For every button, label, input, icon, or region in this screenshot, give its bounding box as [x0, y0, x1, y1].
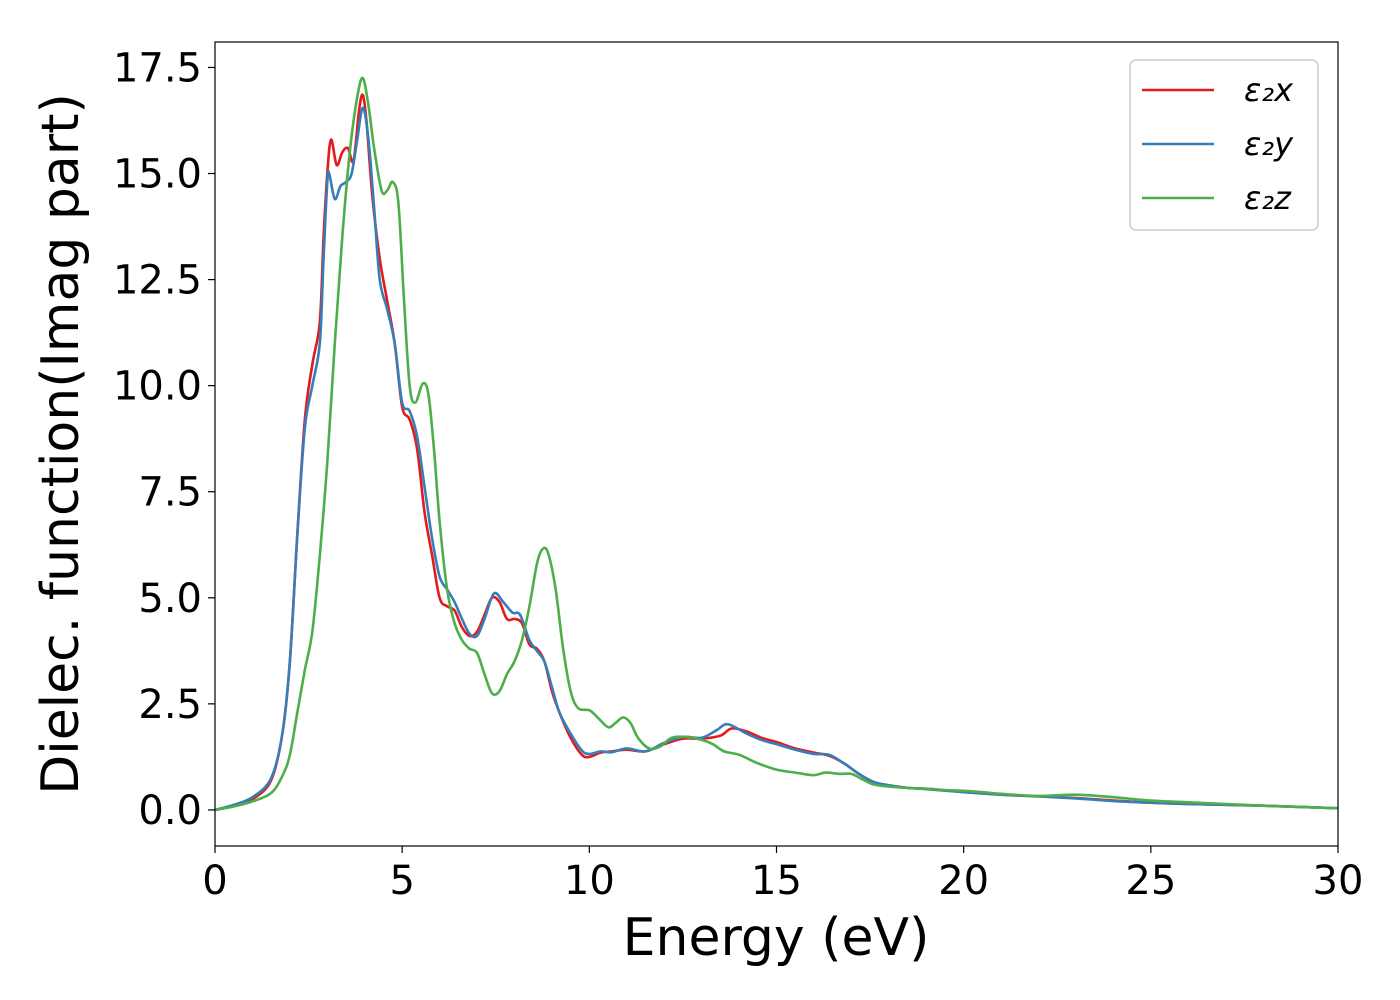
y-tick-label: 0.0 [138, 788, 202, 834]
x-tick-label: 15 [751, 858, 802, 904]
legend-label: ε₂y [1244, 125, 1294, 163]
x-axis: 0 5 10 15 20 25 30 [202, 846, 1363, 904]
x-tick-label: 25 [1125, 858, 1176, 904]
y-axis-title: Dielec. function(Imag part) [31, 93, 91, 795]
x-tick-label: 5 [389, 858, 414, 904]
legend-box [1129, 59, 1319, 231]
y-tick-label: 10.0 [113, 364, 202, 410]
legend-label: ε₂z [1244, 179, 1292, 217]
y-tick-label: 17.5 [113, 45, 202, 91]
y-tick-label: 2.5 [138, 682, 202, 728]
series-line-e2y [215, 106, 1338, 812]
series-line-e2z [215, 76, 1338, 812]
y-tick-label: 7.5 [138, 470, 202, 516]
x-tick-label: 20 [938, 858, 989, 904]
legend-label: ε₂x [1244, 71, 1294, 109]
y-tick-label: 12.5 [113, 258, 202, 304]
x-tick-label: 10 [564, 858, 615, 904]
x-tick-label: 30 [1313, 858, 1364, 904]
x-tick-label: 0 [202, 858, 227, 904]
x-axis-title: Energy (eV) [623, 908, 930, 968]
y-axis: 0.0 2.5 5.0 7.5 10.0 12.5 15.0 17.5 [113, 45, 215, 834]
y-tick-label: 5.0 [138, 576, 202, 622]
y-tick-label: 15.0 [113, 152, 202, 198]
series-layer [215, 76, 1338, 812]
legend: ε₂x ε₂y ε₂z [1129, 59, 1319, 231]
